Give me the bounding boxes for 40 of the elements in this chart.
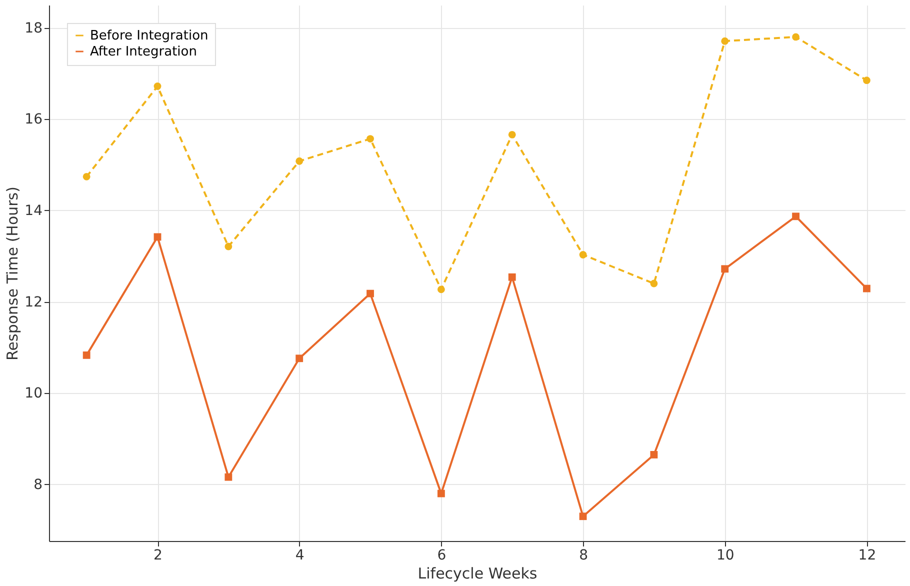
y-axis-title: Response Time (Hours) xyxy=(4,186,22,360)
point xyxy=(296,157,304,165)
x-tick-label: 6 xyxy=(437,548,446,564)
point xyxy=(366,135,374,142)
x-tick-label: 2 xyxy=(154,548,162,564)
point xyxy=(508,130,516,138)
point xyxy=(792,33,800,41)
y-tick-label: 12 xyxy=(24,294,42,310)
point xyxy=(862,284,870,292)
x-axis-title: Lifecycle Weeks xyxy=(418,564,538,582)
point xyxy=(792,212,800,220)
point xyxy=(650,280,658,288)
point xyxy=(224,242,232,250)
y-tick-label: 18 xyxy=(24,20,42,36)
x-tick-label: 12 xyxy=(858,548,876,564)
point xyxy=(721,265,729,273)
y-tick-label: 14 xyxy=(24,202,43,219)
point xyxy=(154,82,162,90)
point xyxy=(721,37,729,45)
point xyxy=(154,233,162,241)
point xyxy=(82,351,90,359)
x-tick-label: 8 xyxy=(579,548,588,564)
point xyxy=(437,286,445,294)
y-tick-label: 8 xyxy=(34,476,42,493)
point xyxy=(82,172,90,180)
x-tick-label: 4 xyxy=(295,548,304,564)
point xyxy=(224,473,232,481)
point xyxy=(508,273,516,281)
y-tick-label: 16 xyxy=(24,112,43,128)
x-tick-label: 10 xyxy=(716,548,734,564)
point xyxy=(296,354,304,362)
legend-label: After Integration xyxy=(90,44,197,60)
point xyxy=(366,290,374,298)
legend-label: Before Integration xyxy=(90,28,208,44)
point xyxy=(650,451,658,458)
y-tick-label: 10 xyxy=(24,386,42,402)
point xyxy=(437,490,445,498)
point xyxy=(579,251,587,258)
point xyxy=(862,76,870,84)
point xyxy=(579,512,587,520)
